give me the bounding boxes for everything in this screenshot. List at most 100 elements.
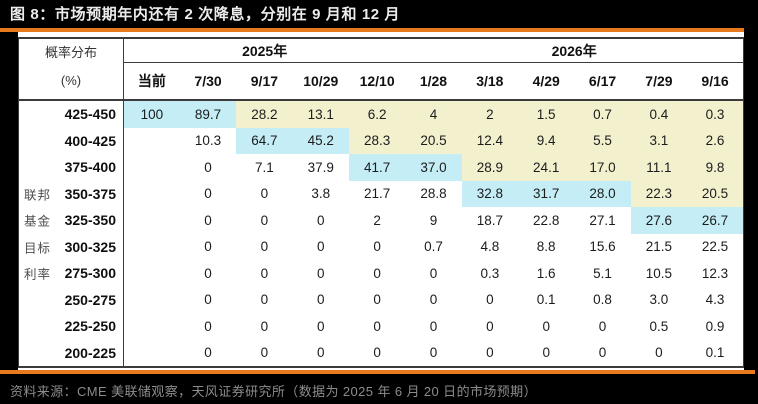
rate-range-label: 350-375 bbox=[64, 185, 116, 202]
row-axis-label-char: 利率 bbox=[24, 267, 52, 282]
rate-range-label: 275-300 bbox=[64, 265, 116, 282]
probability-cell: 9.4 bbox=[518, 127, 575, 154]
probability-cell: 0 bbox=[179, 207, 237, 234]
probability-cell: 20.5 bbox=[687, 180, 744, 207]
probability-cell: 3.8 bbox=[292, 180, 349, 207]
probability-cell: 0 bbox=[574, 339, 631, 367]
probability-cell bbox=[123, 260, 180, 287]
probability-cell: 0.1 bbox=[687, 339, 744, 367]
meeting-date-header: 4/29 bbox=[518, 62, 575, 101]
table-row: 利率 275-300 0 0 0 0 0 0.3 1.6 5.1 10.5 12.3 bbox=[18, 260, 744, 287]
rate-range-label: 225-250 bbox=[64, 318, 116, 335]
probability-cell: 18.7 bbox=[461, 207, 519, 234]
rate-range-label: 375-400 bbox=[64, 159, 116, 176]
probability-cell: 24.1 bbox=[518, 154, 575, 181]
probability-cell: 15.6 bbox=[574, 233, 631, 260]
figure-title: 图 8：市场预期年内还有 2 次降息，分别在 9 月和 12 月 bbox=[10, 6, 401, 23]
probability-cell: 0 bbox=[292, 260, 349, 287]
table-row: 225-250 0 0 0 0 0 0 0 0 0.5 0.9 bbox=[18, 313, 744, 340]
top-orange-rule bbox=[0, 28, 744, 32]
probability-cell: 0 bbox=[179, 339, 237, 367]
probability-cell: 0 bbox=[461, 339, 519, 367]
probability-cell: 0 bbox=[179, 233, 237, 260]
rate-range-label: 300-325 bbox=[64, 238, 116, 255]
probability-cell bbox=[123, 339, 180, 367]
probability-cell bbox=[123, 154, 180, 181]
probability-cell: 28.9 bbox=[461, 154, 519, 181]
probability-cell: 10.5 bbox=[630, 260, 688, 287]
rate-range-label: 200-225 bbox=[64, 344, 116, 361]
probability-cell bbox=[123, 233, 180, 260]
probability-cell: 0 bbox=[236, 207, 293, 234]
probability-cell: 0 bbox=[630, 339, 688, 367]
probability-cell: 12.3 bbox=[687, 260, 744, 287]
probability-cell: 2.6 bbox=[687, 127, 744, 154]
probability-cell: 27.1 bbox=[574, 207, 631, 234]
probability-cell: 37.0 bbox=[405, 154, 462, 181]
meeting-date-header: 10/29 bbox=[292, 62, 349, 101]
probability-cell: 17.0 bbox=[574, 154, 631, 181]
probability-cell: 0 bbox=[179, 313, 237, 340]
row-axis-label-char: 目标 bbox=[24, 241, 52, 256]
rate-range-header: 基金 325-350 bbox=[18, 207, 124, 234]
probability-cell: 9 bbox=[405, 207, 462, 234]
probability-cell: 13.1 bbox=[292, 100, 349, 128]
rate-range-header: 425-450 bbox=[18, 100, 124, 128]
rate-range-header: 250-275 bbox=[18, 286, 124, 313]
probability-cell: 0 bbox=[348, 339, 406, 367]
rate-range-label: 250-275 bbox=[64, 291, 116, 308]
probability-cell: 100 bbox=[123, 100, 180, 128]
rate-range-label: 425-450 bbox=[64, 106, 116, 123]
probability-cell: 26.7 bbox=[687, 207, 744, 234]
table-head: 概率分布 (%) 2025年 2026年 当前 7/30 9/17 10/29 12/10 1/2… bbox=[18, 38, 744, 101]
rate-range-label: 325-350 bbox=[64, 212, 116, 229]
probability-cell: 22.8 bbox=[518, 207, 575, 234]
year-group-header: 2026年 bbox=[405, 38, 744, 63]
probability-cell: 0 bbox=[236, 286, 293, 313]
probability-cell bbox=[123, 127, 180, 154]
probability-cell: 2 bbox=[348, 207, 406, 234]
probability-cell: 28.0 bbox=[574, 180, 631, 207]
probability-cell: 0 bbox=[179, 260, 237, 287]
table-row: 375-400 0 7.1 37.9 41.7 37.0 28.9 24.1 17.0 11.1 9… bbox=[18, 154, 744, 181]
probability-cell: 0.7 bbox=[405, 233, 462, 260]
probability-cell: 0.3 bbox=[687, 100, 744, 128]
rate-range-header: 目标 300-325 bbox=[18, 233, 124, 260]
probability-cell: 7.1 bbox=[236, 154, 293, 181]
corner-header: 概率分布 (%) bbox=[18, 38, 124, 101]
probability-cell: 0 bbox=[518, 313, 575, 340]
probability-cell: 37.9 bbox=[292, 154, 349, 181]
probability-cell: 9.8 bbox=[687, 154, 744, 181]
probability-cell bbox=[123, 286, 180, 313]
probability-table-container: 概率分布 (%) 2025年 2026年 当前 7/30 9/17 10/29 12/10 1/2… bbox=[18, 32, 744, 370]
probability-cell: 4 bbox=[405, 100, 462, 128]
row-axis-label-char: 基金 bbox=[24, 214, 52, 229]
probability-cell: 8.8 bbox=[518, 233, 575, 260]
probability-cell bbox=[123, 313, 180, 340]
meeting-date-header: 9/17 bbox=[236, 62, 293, 101]
probability-cell: 45.2 bbox=[292, 127, 349, 154]
rate-range-header: 225-250 bbox=[18, 313, 124, 340]
corner-header-line2: (%) bbox=[60, 72, 82, 88]
rate-range-label: 400-425 bbox=[64, 132, 116, 149]
probability-cell: 0 bbox=[236, 313, 293, 340]
probability-cell: 4.8 bbox=[461, 233, 519, 260]
probability-cell: 0 bbox=[405, 339, 462, 367]
probability-cell: 41.7 bbox=[348, 154, 406, 181]
probability-cell: 0 bbox=[348, 260, 406, 287]
meeting-date-header: 7/29 bbox=[630, 62, 688, 101]
rate-range-header: 200-225 bbox=[18, 339, 124, 367]
probability-cell bbox=[123, 180, 180, 207]
meeting-date-header: 12/10 bbox=[348, 62, 406, 101]
probability-cell: 0 bbox=[292, 286, 349, 313]
table-row: 400-425 10.3 64.7 45.2 28.3 20.5 12.4 9.4 5.5 3.1… bbox=[18, 127, 744, 154]
probability-cell: 5.5 bbox=[574, 127, 631, 154]
meeting-date-header: 3/18 bbox=[461, 62, 519, 101]
table-body: 425-450 100 89.7 28.2 13.1 6.2 4 2 1.5 0.7 0.4 0.3 4… bbox=[18, 100, 744, 367]
probability-cell: 1.6 bbox=[518, 260, 575, 287]
probability-cell: 0.3 bbox=[461, 260, 519, 287]
probability-cell: 10.3 bbox=[179, 127, 237, 154]
probability-cell: 0 bbox=[348, 233, 406, 260]
probability-cell: 20.5 bbox=[405, 127, 462, 154]
probability-cell: 28.3 bbox=[348, 127, 406, 154]
